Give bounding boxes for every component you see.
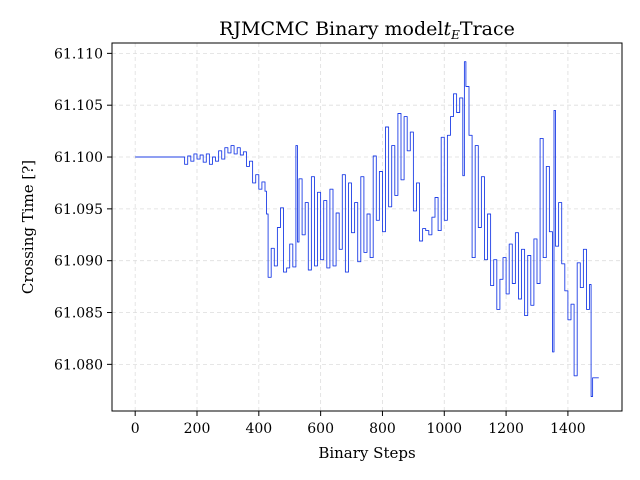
y-tick-label: 61.095 (54, 202, 103, 218)
x-ticks: 0 200 400 600 800 1000 1200 1400 (131, 411, 586, 437)
x-tick-label: 1000 (426, 421, 462, 437)
y-tick-label: 61.090 (54, 254, 103, 270)
x-tick-label: 0 (131, 421, 140, 437)
x-tick-label: 200 (184, 421, 211, 437)
trace-series-line (135, 61, 599, 397)
x-tick-label: 1200 (488, 421, 524, 437)
x-axis-label: Binary Steps (318, 444, 415, 462)
x-tick-label: 400 (245, 421, 272, 437)
chart-title-math-sub: E (450, 28, 460, 42)
y-tick-label: 61.080 (54, 357, 103, 373)
x-tick-label: 1400 (550, 421, 586, 437)
y-tick-label: 61.105 (54, 98, 103, 114)
y-tick-label: 61.100 (54, 150, 103, 166)
chart-title-math: t (443, 18, 451, 40)
y-tick-label: 61.085 (54, 306, 103, 322)
chart-title-main: RJMCMC Binary model (219, 18, 443, 40)
chart-title: RJMCMC Binary modeltETrace (219, 18, 515, 42)
y-tick-label: 61.110 (54, 46, 103, 62)
plot-frame (111, 42, 623, 412)
x-tick-label: 600 (307, 421, 334, 437)
y-axis-label: Crossing Time [?] (19, 160, 37, 294)
chart-title-suffix: Trace (460, 18, 515, 40)
y-ticks: 61.080 61.085 61.090 61.095 61.100 61.105 61.1… (54, 46, 112, 373)
series-line-group (135, 61, 599, 397)
x-tick-label: 800 (369, 421, 396, 437)
